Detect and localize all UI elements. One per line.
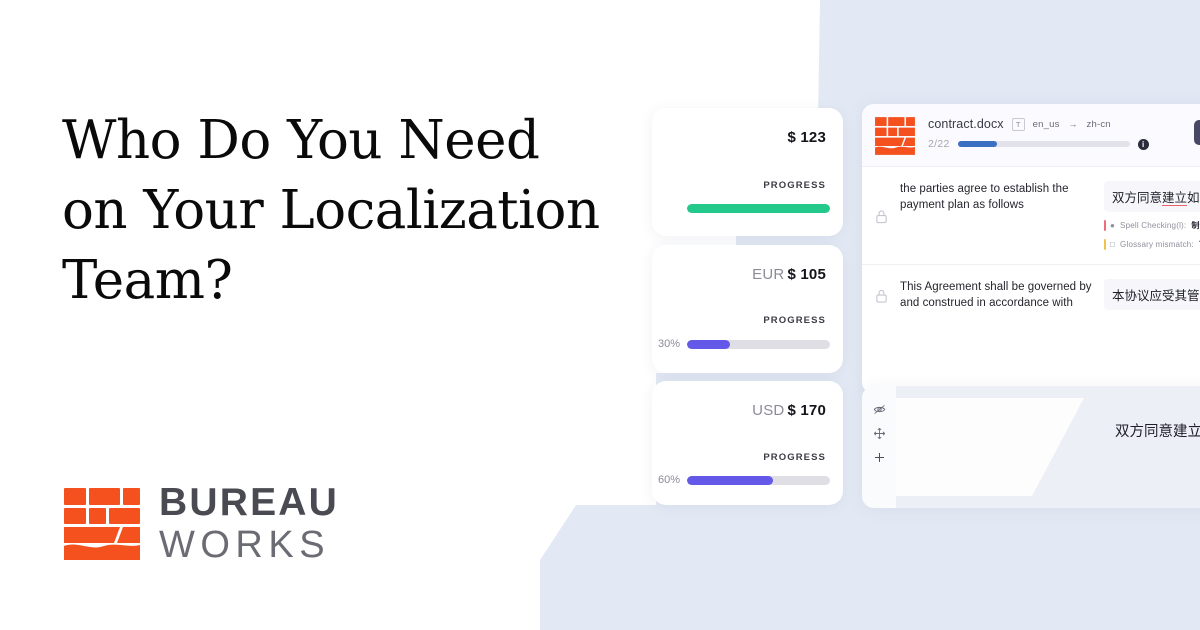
book-icon: □ <box>1110 240 1116 249</box>
card-progress-track <box>687 204 830 213</box>
preview-canvas[interactable]: 双方同意建立如 <box>896 386 1200 508</box>
card-value: $ 123 <box>787 129 826 146</box>
segment-row[interactable]: the parties agree to establish the payme… <box>862 166 1200 264</box>
card-progress-label: PROGRESS <box>763 452 826 463</box>
card-currency: EUR <box>752 266 785 283</box>
money-card[interactable]: $ 123 PROGRESS <box>652 108 843 236</box>
preview-text: 双方同意建立如 <box>1115 424 1200 440</box>
brand-name-top: BUREAU <box>159 481 340 524</box>
card-amount: USD $ 170 <box>752 402 826 419</box>
money-card[interactable]: EUR $ 105 PROGRESS 30% <box>652 245 843 373</box>
card-progress-track <box>687 475 830 485</box>
brand-wordmark: BUREAU WORKS <box>159 483 339 564</box>
qa-value: 制订 <box>1191 221 1200 230</box>
card-progress-fill <box>687 339 730 349</box>
info-icon[interactable]: i <box>1137 138 1149 150</box>
page-title: Who Do You Need on Your Localization Tea… <box>62 110 600 311</box>
qa-label: Spell Checking(l): <box>1120 221 1187 230</box>
document-progress-track <box>957 141 1130 147</box>
target-mid: 如 <box>1187 191 1200 205</box>
segment-counter: 2/22 <box>928 138 950 150</box>
segment-target-text[interactable]: 双方同意建立如下件 <box>1104 181 1200 212</box>
segment-row[interactable]: This Agreement shall be governed by and … <box>862 264 1200 325</box>
card-value: $ 170 <box>787 402 826 419</box>
preview-toolbar <box>862 386 896 508</box>
page-wedge-shape <box>896 398 1084 496</box>
document-progress-fill <box>957 141 998 147</box>
preview-panel: 双方同意建立如 <box>862 386 1200 508</box>
card-progress-percent: 60% <box>657 474 680 486</box>
segment-target-text[interactable]: 本协议应受其管辖权 <box>1104 279 1200 310</box>
translation-editor-panel: contract.docx T en_us → zh-cn 2/22 i DOW… <box>862 104 1200 394</box>
qa-value: 下 <box>1199 239 1200 250</box>
file-name: contract.docx <box>928 117 1004 131</box>
card-amount: EUR $ 105 <box>752 266 826 283</box>
document-header: contract.docx T en_us → zh-cn 2/22 i DOW… <box>862 104 1200 166</box>
segment-source-text: the parties agree to establish the payme… <box>900 183 1069 211</box>
lock-icon <box>876 210 887 224</box>
plus-icon[interactable] <box>873 451 886 464</box>
lock-icon <box>876 289 887 303</box>
card-currency: USD <box>752 402 785 419</box>
card-amount: $ 123 <box>784 129 826 146</box>
text-type-icon: T <box>1011 117 1025 131</box>
qa-warning-glossary[interactable]: □ Glossary mismatch: 下 <box>1104 239 1200 250</box>
segment-source-text: This Agreement shall be governed by and … <box>900 281 1092 309</box>
card-progress-track <box>687 339 830 349</box>
source-language: en_us <box>1032 118 1060 130</box>
brick-logo-icon <box>875 117 915 155</box>
brand-name-bottom: WORKS <box>159 524 331 566</box>
qa-label: Glossary mismatch: <box>1120 240 1194 249</box>
target-plain: 双方同意 <box>1112 191 1163 205</box>
arrow-right-icon: → <box>1068 119 1078 129</box>
card-progress-fill <box>687 475 773 485</box>
pin-icon: ● <box>1110 221 1116 230</box>
card-progress-label: PROGRESS <box>763 180 826 191</box>
brand-logo: BUREAU WORKS <box>62 483 339 564</box>
card-value: $ 105 <box>787 266 826 283</box>
target-language: zh-cn <box>1086 118 1111 130</box>
card-progress-percent: 30% <box>657 338 680 350</box>
move-icon[interactable] <box>873 427 886 440</box>
money-card[interactable]: USD $ 170 PROGRESS 60% <box>652 381 843 505</box>
target-misspelling: 建立 <box>1162 191 1188 206</box>
brick-logo-icon <box>64 487 140 560</box>
download-button[interactable]: DOWNLOAD <box>1193 120 1200 145</box>
qa-warning-spell[interactable]: ● Spell Checking(l): 制订 <box>1104 220 1200 231</box>
card-progress-label: PROGRESS <box>763 315 826 326</box>
eye-off-icon[interactable] <box>873 403 886 416</box>
card-progress-fill <box>687 204 830 213</box>
